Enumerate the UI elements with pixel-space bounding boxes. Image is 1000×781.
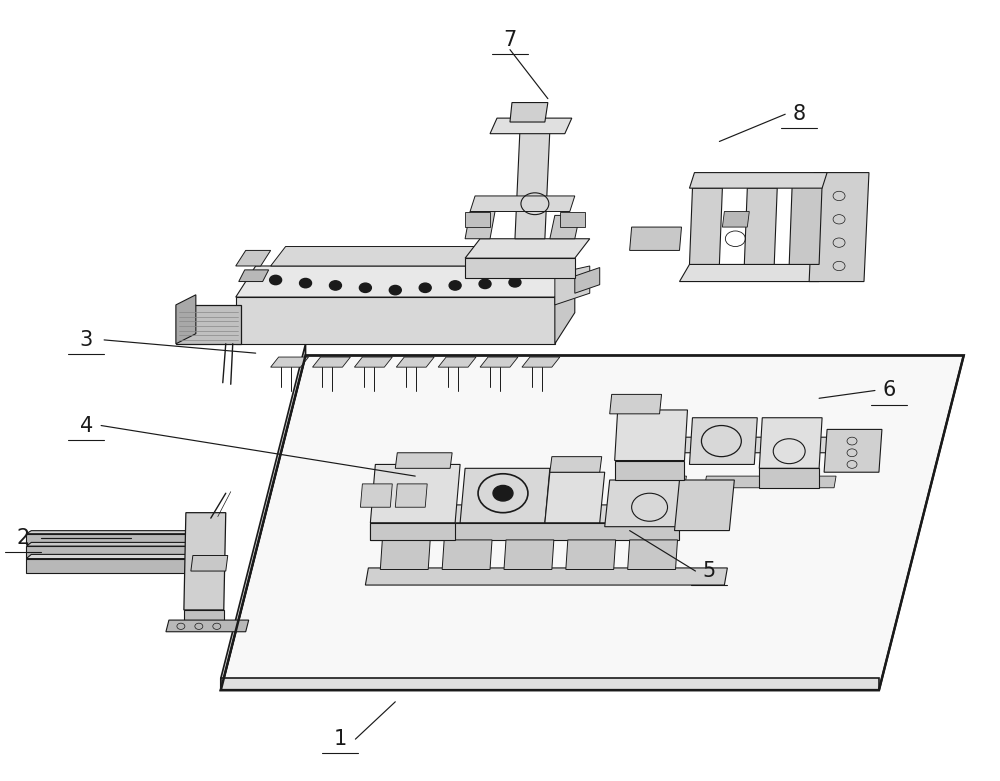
Circle shape: [300, 279, 312, 287]
Polygon shape: [555, 266, 590, 305]
Polygon shape: [689, 418, 757, 465]
Polygon shape: [704, 476, 761, 488]
Polygon shape: [438, 357, 476, 367]
Polygon shape: [221, 679, 879, 690]
Polygon shape: [166, 620, 249, 632]
Polygon shape: [360, 484, 392, 507]
Polygon shape: [26, 546, 206, 558]
Polygon shape: [510, 102, 548, 122]
Polygon shape: [176, 305, 241, 344]
Polygon shape: [176, 294, 196, 344]
Polygon shape: [480, 357, 518, 367]
Circle shape: [449, 281, 461, 290]
Polygon shape: [630, 476, 686, 488]
Polygon shape: [221, 344, 306, 690]
Polygon shape: [605, 480, 684, 526]
Polygon shape: [221, 355, 964, 690]
Polygon shape: [271, 357, 309, 367]
Polygon shape: [236, 266, 575, 297]
Text: 8: 8: [793, 104, 806, 124]
Polygon shape: [759, 469, 819, 488]
Polygon shape: [380, 540, 430, 569]
Polygon shape: [628, 540, 678, 569]
Polygon shape: [465, 239, 590, 259]
Polygon shape: [396, 357, 434, 367]
Polygon shape: [184, 610, 224, 622]
Polygon shape: [460, 469, 550, 522]
Polygon shape: [630, 437, 874, 453]
Polygon shape: [26, 543, 211, 546]
Circle shape: [479, 280, 491, 288]
Polygon shape: [610, 394, 662, 414]
Text: 2: 2: [17, 529, 30, 548]
Polygon shape: [615, 461, 684, 480]
Polygon shape: [354, 357, 392, 367]
Circle shape: [419, 283, 431, 292]
Polygon shape: [239, 270, 269, 281]
Polygon shape: [26, 558, 206, 572]
Text: 4: 4: [80, 415, 93, 436]
Polygon shape: [515, 130, 550, 239]
Polygon shape: [522, 357, 560, 367]
Polygon shape: [789, 184, 822, 265]
Circle shape: [270, 276, 282, 284]
Polygon shape: [465, 212, 495, 239]
Polygon shape: [370, 505, 691, 522]
Polygon shape: [779, 476, 836, 488]
Polygon shape: [236, 251, 271, 266]
Polygon shape: [809, 173, 869, 281]
Polygon shape: [550, 216, 580, 239]
Polygon shape: [575, 268, 600, 293]
Text: 5: 5: [703, 561, 716, 581]
Polygon shape: [504, 540, 554, 569]
Polygon shape: [191, 555, 228, 571]
Polygon shape: [442, 540, 492, 569]
Text: 3: 3: [80, 330, 93, 350]
Polygon shape: [689, 173, 827, 188]
Polygon shape: [630, 227, 681, 251]
Polygon shape: [184, 512, 226, 610]
Text: 7: 7: [503, 30, 517, 50]
Polygon shape: [313, 357, 350, 367]
Polygon shape: [675, 480, 734, 530]
Polygon shape: [679, 265, 829, 281]
Polygon shape: [370, 522, 455, 540]
Polygon shape: [26, 533, 206, 544]
Polygon shape: [689, 188, 722, 265]
Polygon shape: [365, 568, 727, 585]
Polygon shape: [470, 196, 575, 212]
Circle shape: [509, 278, 521, 287]
Polygon shape: [722, 212, 749, 227]
Polygon shape: [465, 259, 575, 278]
Polygon shape: [370, 522, 679, 540]
Polygon shape: [41, 557, 204, 569]
Polygon shape: [545, 473, 605, 522]
Polygon shape: [615, 410, 687, 461]
Text: 6: 6: [882, 380, 896, 401]
Polygon shape: [560, 212, 585, 227]
Polygon shape: [566, 540, 616, 569]
Circle shape: [389, 285, 401, 294]
Polygon shape: [26, 555, 211, 558]
Polygon shape: [465, 212, 490, 227]
Text: 1: 1: [334, 729, 347, 749]
Polygon shape: [395, 453, 452, 469]
Polygon shape: [555, 266, 575, 344]
Polygon shape: [236, 297, 555, 344]
Polygon shape: [744, 188, 777, 265]
Polygon shape: [759, 418, 822, 469]
Circle shape: [329, 281, 341, 290]
Polygon shape: [26, 530, 211, 533]
Polygon shape: [550, 457, 602, 473]
Polygon shape: [395, 484, 427, 507]
Polygon shape: [824, 430, 882, 473]
Circle shape: [359, 283, 371, 292]
Polygon shape: [271, 247, 570, 266]
Polygon shape: [370, 465, 460, 522]
Circle shape: [493, 486, 513, 501]
Polygon shape: [490, 118, 572, 134]
